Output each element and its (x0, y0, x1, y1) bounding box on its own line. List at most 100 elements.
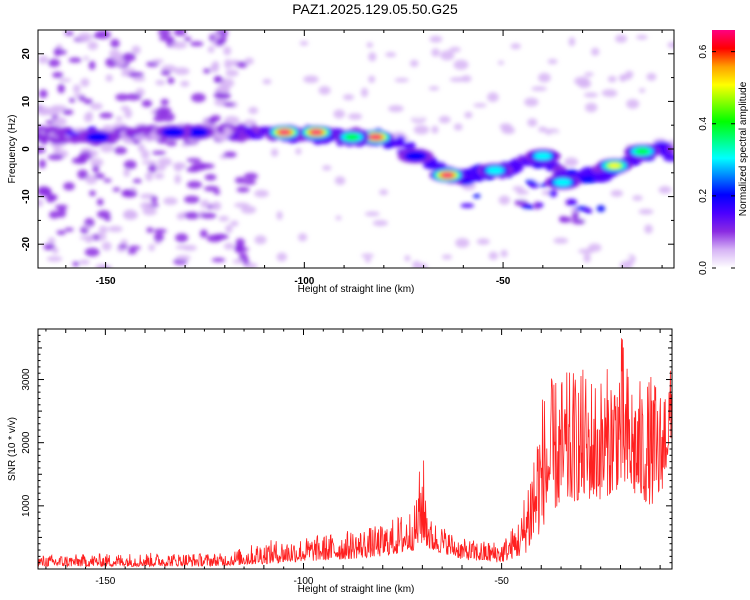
heatmap-cell (83, 56, 90, 61)
heatmap-cell (200, 212, 217, 219)
heatmap-hot-spot (608, 162, 621, 169)
heatmap-cell (632, 195, 643, 201)
heatmap-cell (213, 91, 226, 99)
heatmap-cell (438, 115, 451, 124)
spectrogram-x-axis-label: Height of straight line (km) (298, 284, 415, 295)
heatmap-cell (80, 78, 90, 87)
heatmap-cell (431, 48, 440, 57)
heatmap-cell (215, 38, 224, 46)
heatmap-cell (92, 165, 100, 173)
heatmap-cell (151, 59, 164, 64)
heatmap-cell (388, 105, 404, 113)
heatmap-cell (531, 86, 548, 91)
heatmap-cell (89, 149, 99, 157)
heatmap-cell (372, 220, 388, 227)
heatmap-cell (116, 247, 126, 253)
heatmap-cell (476, 238, 490, 245)
heatmap-cell (96, 210, 111, 219)
heatmap-cell (235, 238, 245, 248)
heatmap-cell (141, 160, 158, 165)
heatmap-cell (658, 186, 672, 194)
heatmap-cell (125, 93, 142, 101)
heatmap-cell (53, 47, 61, 57)
heatmap-cell (385, 52, 397, 58)
heatmap-cell (549, 132, 561, 141)
heatmap-cell (387, 122, 397, 133)
colorbar-tick-label: 0.6 (698, 44, 709, 58)
heatmap-cell (638, 208, 654, 215)
heatmap-cell (100, 144, 114, 153)
heatmap-cell (607, 75, 617, 83)
heatmap-cell (174, 162, 183, 172)
heatmap-cell (299, 164, 315, 169)
heatmap-cell (72, 261, 80, 267)
heatmap-cell (83, 113, 93, 123)
heatmap-cell (110, 38, 120, 48)
heatmap-cell (615, 34, 628, 43)
heatmap-cell (537, 202, 544, 208)
heatmap-cell (218, 215, 230, 222)
heatmap-cell (77, 32, 93, 42)
heatmap-cell (204, 174, 217, 181)
heatmap-cell (488, 251, 499, 260)
heatmap-cell (127, 249, 137, 255)
heatmap-cell (38, 106, 51, 116)
heatmap-cell (487, 92, 499, 103)
heatmap-cell (89, 102, 103, 110)
heatmap-cell (175, 245, 190, 250)
heatmap-cell (186, 180, 202, 189)
heatmap-cell (157, 157, 172, 167)
heatmap-cell (585, 102, 598, 113)
heatmap-cell (254, 189, 269, 198)
heatmap-cell (615, 255, 631, 261)
heatmap-cell (123, 160, 137, 170)
snr-y-axis-label: SNR (10 * v/v) (7, 417, 18, 481)
heatmap-cell (108, 225, 123, 233)
heatmap-cell (48, 194, 58, 201)
heatmap-cell (626, 99, 640, 109)
heatmap-cell (84, 247, 100, 257)
heatmap-cell (571, 211, 580, 220)
heatmap-cell (95, 264, 109, 268)
heatmap-cell (663, 154, 674, 162)
heatmap-cell (619, 74, 626, 82)
heatmap-cell (47, 154, 64, 161)
heatmap-cell (83, 224, 92, 230)
heatmap-cell (232, 259, 244, 264)
heatmap-cell (223, 151, 237, 158)
heatmap-cell (524, 97, 539, 107)
heatmap-cell (176, 212, 186, 220)
heatmap-cell (601, 89, 618, 98)
heatmap-cell (79, 235, 96, 241)
heatmap-hot-spot (533, 152, 552, 160)
heatmap-cell (576, 48, 587, 57)
heatmap-cell (634, 247, 643, 253)
heatmap-cell (79, 259, 90, 265)
heatmap-cell (348, 113, 363, 120)
heatmap-cell (335, 215, 342, 221)
heatmap-cell (155, 164, 166, 172)
heatmap-cell (189, 41, 204, 47)
heatmap-cell (599, 96, 609, 105)
heatmap-cell (71, 157, 88, 165)
heatmap-cell (361, 253, 374, 258)
heatmap-cell (151, 150, 167, 155)
heatmap-cell (200, 199, 210, 208)
y-tick-label: 20 (21, 48, 32, 60)
heatmap-cell (141, 99, 153, 108)
y-tick-label: -20 (21, 237, 32, 252)
heatmap-cell (55, 204, 68, 210)
heatmap-cell (270, 148, 279, 157)
heatmap-cell (153, 228, 167, 234)
x-tick-label: -50 (496, 276, 511, 287)
heatmap-cell (342, 94, 355, 101)
heatmap-cell (333, 109, 346, 119)
heatmap-cell (501, 126, 515, 135)
heatmap-cell (510, 43, 521, 50)
heatmap-cell (610, 189, 623, 197)
heatmap-cell (153, 232, 164, 242)
heatmap-cell (38, 198, 44, 208)
heatmap-cell (538, 126, 548, 133)
heatmap-cell (145, 171, 154, 182)
heatmap-cell (667, 41, 674, 49)
